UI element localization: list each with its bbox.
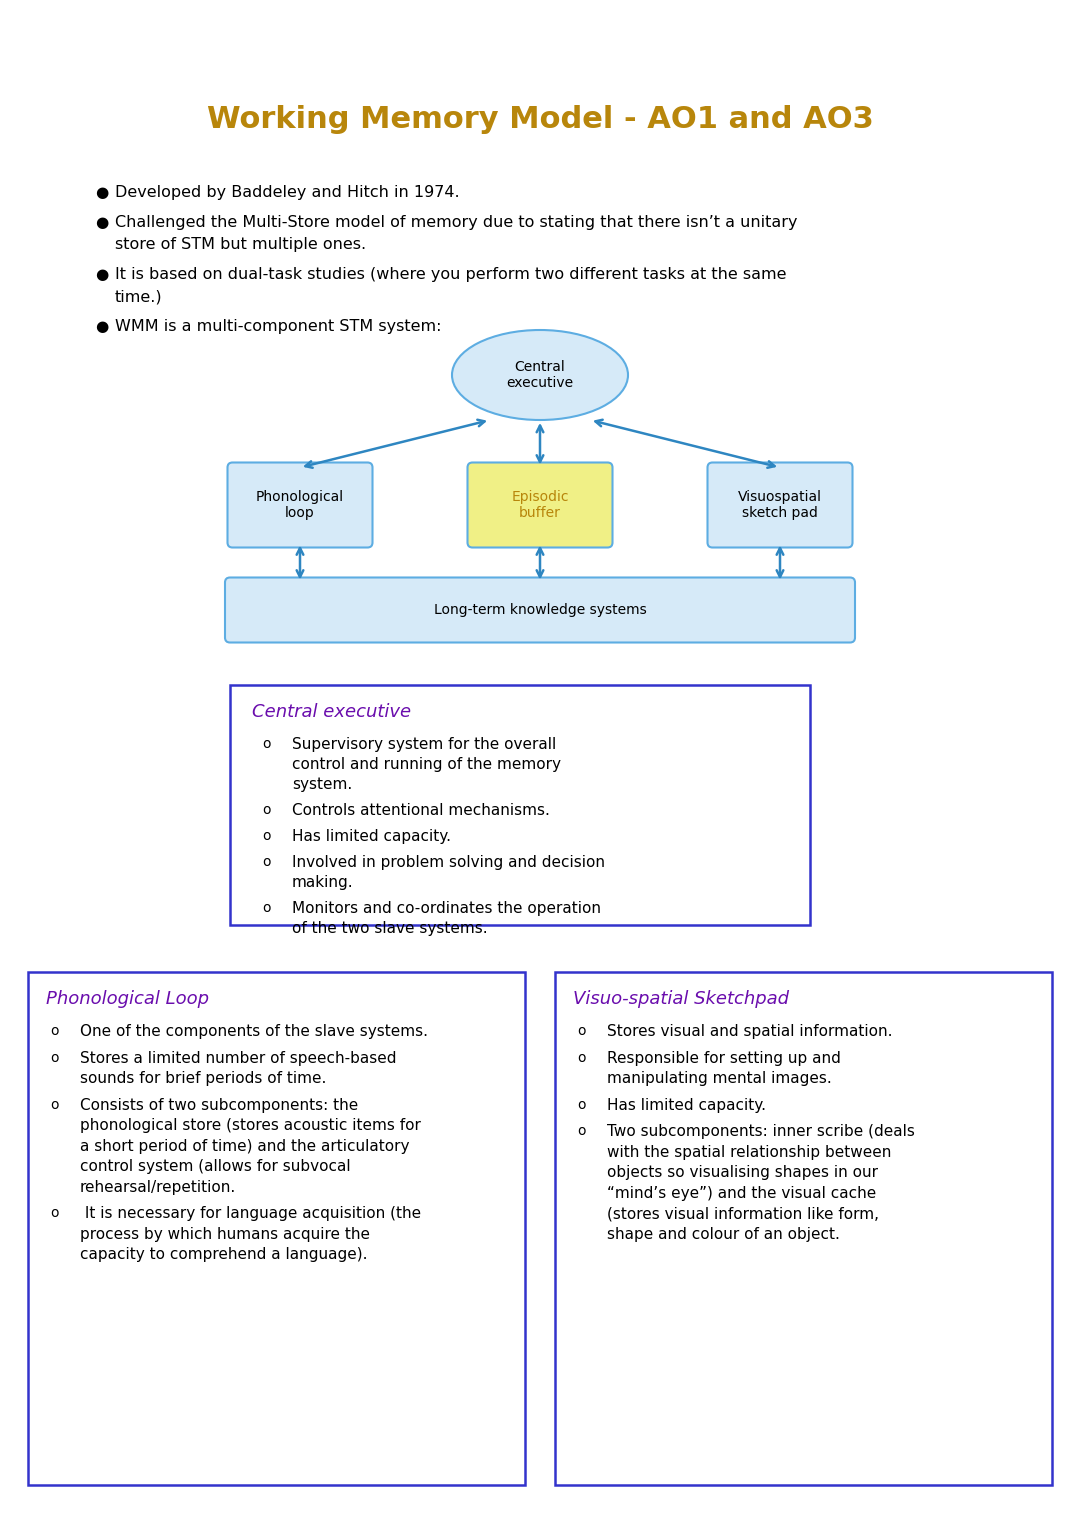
Text: o: o <box>262 856 270 869</box>
FancyBboxPatch shape <box>555 972 1052 1485</box>
Ellipse shape <box>453 330 627 420</box>
Text: control and running of the memory: control and running of the memory <box>292 756 561 772</box>
FancyBboxPatch shape <box>28 972 525 1485</box>
Text: manipulating mental images.: manipulating mental images. <box>607 1071 832 1086</box>
Text: Phonological Loop: Phonological Loop <box>46 990 210 1008</box>
Text: Stores a limited number of speech-based: Stores a limited number of speech-based <box>80 1051 396 1065</box>
Text: Long-term knowledge systems: Long-term knowledge systems <box>434 604 646 617</box>
Text: Episodic
buffer: Episodic buffer <box>511 490 569 520</box>
Text: ●: ● <box>95 185 108 200</box>
Text: system.: system. <box>292 778 352 792</box>
Text: with the spatial relationship between: with the spatial relationship between <box>607 1144 891 1160</box>
Text: Stores visual and spatial information.: Stores visual and spatial information. <box>607 1024 892 1039</box>
Text: of the two slave systems.: of the two slave systems. <box>292 921 488 937</box>
Text: o: o <box>50 1097 58 1111</box>
Text: Working Memory Model - AO1 and AO3: Working Memory Model - AO1 and AO3 <box>206 105 874 134</box>
Text: o: o <box>50 1206 58 1219</box>
Text: Visuospatial
sketch pad: Visuospatial sketch pad <box>738 490 822 520</box>
Text: o: o <box>262 830 270 843</box>
Text: Responsible for setting up and: Responsible for setting up and <box>607 1051 841 1065</box>
FancyBboxPatch shape <box>228 463 373 547</box>
Text: It is necessary for language acquisition (the: It is necessary for language acquisition… <box>80 1206 421 1221</box>
Text: ●: ● <box>95 267 108 283</box>
Text: o: o <box>262 804 270 817</box>
FancyBboxPatch shape <box>225 578 855 642</box>
Text: time.): time.) <box>114 289 163 304</box>
Text: Central
executive: Central executive <box>507 361 573 390</box>
Text: Challenged the Multi-Store model of memory due to stating that there isn’t a uni: Challenged the Multi-Store model of memo… <box>114 215 797 231</box>
Text: o: o <box>577 1097 585 1111</box>
Text: “mind’s eye”) and the visual cache: “mind’s eye”) and the visual cache <box>607 1186 876 1201</box>
Text: (stores visual information like form,: (stores visual information like form, <box>607 1206 879 1221</box>
Text: Visuo-spatial Sketchpad: Visuo-spatial Sketchpad <box>573 990 789 1008</box>
Text: ●: ● <box>95 319 108 335</box>
Text: Has limited capacity.: Has limited capacity. <box>607 1097 766 1112</box>
Text: Involved in problem solving and decision: Involved in problem solving and decision <box>292 856 605 869</box>
Text: Consists of two subcomponents: the: Consists of two subcomponents: the <box>80 1097 359 1112</box>
Text: Central executive: Central executive <box>252 703 411 721</box>
Text: a short period of time) and the articulatory: a short period of time) and the articula… <box>80 1138 409 1154</box>
Text: Two subcomponents: inner scribe (deals: Two subcomponents: inner scribe (deals <box>607 1125 915 1138</box>
Text: shape and colour of an object.: shape and colour of an object. <box>607 1227 840 1242</box>
FancyBboxPatch shape <box>230 685 810 924</box>
Text: o: o <box>50 1051 58 1065</box>
Text: store of STM but multiple ones.: store of STM but multiple ones. <box>114 237 366 252</box>
Text: o: o <box>50 1024 58 1038</box>
Text: It is based on dual-task studies (where you perform two different tasks at the s: It is based on dual-task studies (where … <box>114 267 786 283</box>
Text: making.: making. <box>292 876 353 889</box>
Text: Supervisory system for the overall: Supervisory system for the overall <box>292 736 556 752</box>
Text: rehearsal/repetition.: rehearsal/repetition. <box>80 1180 237 1195</box>
Text: o: o <box>262 736 270 750</box>
Text: Developed by Baddeley and Hitch in 1974.: Developed by Baddeley and Hitch in 1974. <box>114 185 460 200</box>
Text: o: o <box>577 1024 585 1038</box>
Text: o: o <box>262 902 270 915</box>
Text: One of the components of the slave systems.: One of the components of the slave syste… <box>80 1024 428 1039</box>
Text: o: o <box>577 1125 585 1138</box>
Text: control system (allows for subvocal: control system (allows for subvocal <box>80 1160 351 1174</box>
FancyBboxPatch shape <box>707 463 852 547</box>
Text: objects so visualising shapes in our: objects so visualising shapes in our <box>607 1164 878 1180</box>
Text: WMM is a multi-component STM system:: WMM is a multi-component STM system: <box>114 319 442 335</box>
Text: Controls attentional mechanisms.: Controls attentional mechanisms. <box>292 804 550 817</box>
Text: capacity to comprehend a language).: capacity to comprehend a language). <box>80 1247 367 1262</box>
Text: sounds for brief periods of time.: sounds for brief periods of time. <box>80 1071 326 1086</box>
Text: process by which humans acquire the: process by which humans acquire the <box>80 1227 370 1242</box>
Text: Has limited capacity.: Has limited capacity. <box>292 830 451 843</box>
Text: phonological store (stores acoustic items for: phonological store (stores acoustic item… <box>80 1118 421 1132</box>
Text: ●: ● <box>95 215 108 231</box>
FancyBboxPatch shape <box>468 463 612 547</box>
Text: Monitors and co-ordinates the operation: Monitors and co-ordinates the operation <box>292 902 600 915</box>
Text: o: o <box>577 1051 585 1065</box>
Text: Phonological
loop: Phonological loop <box>256 490 345 520</box>
